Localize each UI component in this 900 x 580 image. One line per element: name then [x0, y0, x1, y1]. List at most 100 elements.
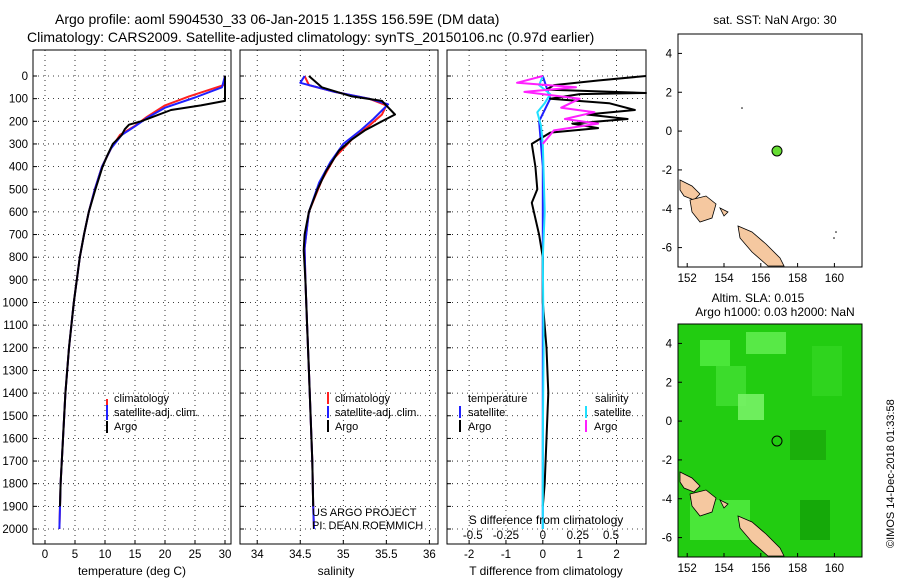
depth-tick-label: 200	[9, 116, 28, 128]
series-line-argo	[59, 76, 226, 507]
x-tick-label: 2	[613, 549, 619, 561]
sst-map-panel: sat. SST: NaN Argo: 30 152 154 156 158 160 4 2…	[662, 13, 863, 285]
sla-map-panel: Altim. SLA: 0.015 Argo h1000: 0.03 h2000…	[662, 291, 863, 575]
series-line-salinity-satellite	[536, 75, 552, 529]
x-tick-label: 1	[576, 549, 582, 561]
depth-tick-label: 0	[22, 71, 28, 83]
sla-title-2: Argo h1000: 0.03 h2000: NaN	[695, 305, 854, 319]
series-line-argo	[302, 75, 396, 507]
sla-field-patches	[690, 332, 842, 540]
temp-legend-satellite: satellite-adj. clim.	[114, 407, 198, 419]
map-lat-label: 0	[666, 416, 672, 428]
map-lat-label: -6	[662, 533, 672, 545]
map-lon-label: 154	[714, 273, 734, 285]
depth-tick-label: 1200	[2, 343, 28, 355]
map-lon-label: 154	[714, 563, 734, 575]
series-line-salinity-argo	[516, 75, 600, 145]
salinity-legend: climatology satellite-adj. clim. Argo	[327, 392, 419, 433]
sla-land	[679, 471, 785, 557]
depth-tick-label: 1900	[2, 501, 28, 513]
depth-tick-label: 700	[9, 230, 28, 242]
difference-panel: -2 -1 0 1 2 -0.5 -0.25 0 0.25 0.5 S difference fr…	[446, 49, 647, 578]
depth-tick-label: 900	[9, 275, 28, 287]
sal-legend-climatology: climatology	[335, 393, 391, 405]
x-tick-label: 25	[189, 549, 202, 561]
title-line-1: Argo profile: aoml 5904530_33 06-Jan-201…	[55, 11, 499, 27]
sal-legend-argo: Argo	[335, 421, 358, 433]
x-tick-label: 5	[72, 549, 78, 561]
s-difference-label: S difference from climatology	[469, 513, 624, 527]
map-lat-label: -2	[662, 455, 672, 467]
s-tick-label: 0	[540, 530, 546, 542]
salinity-panel: 34 34.5 35 35.5 36 salinity climatology sate…	[239, 49, 439, 578]
temperature-panel: 0 5 10 15 20 25 30 temperature (deg C) climato…	[32, 49, 232, 578]
depth-tick-label: 500	[9, 184, 28, 196]
salinity-xlabel: salinity	[318, 564, 355, 578]
map-lat-label: 2	[666, 87, 672, 99]
depth-tick-label: 1300	[2, 365, 28, 377]
imos-credit: ©IMOS 14-Dec-2018 01:33:58	[885, 399, 897, 548]
depth-tick-label: 1100	[3, 320, 28, 332]
map-lon-label: 156	[751, 563, 770, 575]
x-tick-label: 35.5	[375, 549, 397, 561]
map-lat-label: -4	[662, 494, 673, 506]
map-lon-label: 156	[751, 273, 770, 285]
map-lon-label: 152	[678, 273, 697, 285]
s-tick-label: 0.25	[567, 530, 589, 542]
temperature-legend: climatology satellite-adj. clim. Argo	[106, 393, 198, 433]
map-lat-label: -4	[662, 204, 673, 216]
map-lat-label: 0	[666, 126, 672, 138]
depth-tick-label: 1600	[2, 433, 28, 445]
map-lat-label: 4	[666, 338, 673, 350]
depth-tick-label: 800	[9, 252, 28, 264]
s-tick-label: 0.5	[603, 530, 619, 542]
s-tick-label: -0.25	[493, 530, 519, 542]
temp-legend-climatology: climatology	[114, 393, 170, 405]
map-lon-label: 160	[825, 273, 844, 285]
depth-tick-label: 1500	[2, 411, 28, 423]
depth-tick-label: 2000	[2, 524, 28, 536]
x-tick-label: 0	[540, 549, 546, 561]
x-tick-label: 34	[251, 549, 264, 561]
t-difference-xlabel: T difference from climatology	[469, 564, 623, 578]
x-tick-label: 30	[219, 549, 232, 561]
depth-axis: 0 100 200 300 400 500 600 700 800 900 1000 1100 1200…	[2, 71, 28, 536]
sst-argo-float-marker	[771, 145, 783, 157]
diff-legend-temp-argo: Argo	[468, 421, 491, 433]
x-tick-label: 10	[99, 549, 112, 561]
depth-tick-label: 1800	[2, 479, 28, 491]
depth-tick-label: 600	[9, 207, 28, 219]
depth-tick-label: 1700	[2, 456, 28, 468]
sla-title-1: Altim. SLA: 0.015	[712, 291, 805, 305]
map-lon-label: 152	[678, 563, 697, 575]
x-tick-label: 34.5	[289, 549, 311, 561]
diff-legend-salinity-title: salinity	[595, 393, 629, 405]
map-lat-label: -6	[662, 243, 672, 255]
x-tick-label: 15	[129, 549, 142, 561]
x-tick-label: -1	[501, 549, 511, 561]
x-tick-label: 20	[159, 549, 172, 561]
sal-legend-satellite: satellite-adj. clim.	[335, 407, 419, 419]
map-lat-label: -2	[662, 165, 672, 177]
pi-label: PI: DEAN ROEMMICH	[312, 520, 423, 532]
map-lat-label: 4	[666, 48, 673, 60]
s-tick-label: -0.5	[463, 530, 483, 542]
sst-land	[679, 107, 837, 267]
depth-tick-label: 300	[9, 139, 28, 151]
depth-tick-label: 400	[9, 162, 28, 174]
sst-title: sat. SST: NaN Argo: 30	[713, 13, 837, 27]
depth-tick-label: 1000	[2, 298, 28, 310]
diff-legend-temperature-title: temperature	[468, 393, 527, 405]
title-line-2: Climatology: CARS2009. Satellite-adjuste…	[27, 29, 594, 45]
depth-tick-label: 1400	[2, 388, 28, 400]
map-lon-label: 158	[788, 273, 807, 285]
map-lon-label: 160	[825, 563, 844, 575]
depth-tick-label: 100	[9, 94, 28, 106]
map-lat-label: 2	[666, 377, 672, 389]
project-label: US ARGO PROJECT	[312, 507, 417, 519]
x-tick-label: -2	[464, 549, 474, 561]
diff-legend-sal-argo: Argo	[594, 421, 617, 433]
x-tick-label: 35	[337, 549, 350, 561]
x-tick-label: 36	[423, 549, 436, 561]
